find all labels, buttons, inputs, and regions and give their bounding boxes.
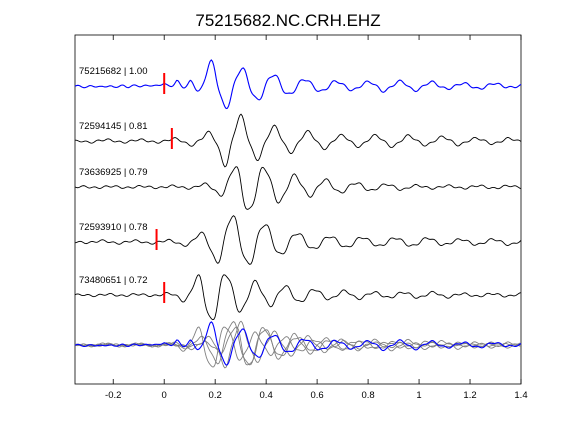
phase-picks [155,73,173,303]
plot-area [74,34,522,385]
trace-label-2: 72594145 | 0.81 [79,121,148,132]
traces-layer [74,59,522,321]
waveform-trace-1 [74,59,522,110]
waveform-trace-2 [74,113,522,168]
waveform-trace-4 [74,215,522,265]
x-tick-label: 0.2 [209,390,222,401]
waveform-trace-5 [74,274,522,321]
x-tick-label: 1 [416,390,421,401]
trace-label-1: 75215682 | 1.00 [79,66,148,77]
x-tick-label: 0 [162,390,167,401]
overlay-trace-reference [74,321,522,366]
x-tick-label: 1.4 [514,390,527,401]
overlay-stack [74,320,522,369]
trace-labels: 75215682 | 1.00 72594145 | 0.81 73636925 |… [79,66,148,286]
chart-title: 75215682.NC.CRH.EHZ [195,11,380,30]
x-tick-label: 0.8 [361,390,374,401]
x-axis: -0.2 0 0.2 0.4 0.6 0.8 1 1.2 1.4 [105,35,528,401]
trace-label-5: 73480651 | 0.72 [79,275,148,286]
trace-label-4: 72593910 | 0.78 [79,222,148,233]
x-tick-label: 0.4 [260,390,273,401]
x-tick-label: 0.6 [311,390,324,401]
trace-label-3: 73636925 | 0.79 [79,167,148,178]
x-tick-label: -0.2 [105,390,121,401]
x-tick-label: 1.2 [463,390,476,401]
waveform-trace-3 [74,166,522,210]
